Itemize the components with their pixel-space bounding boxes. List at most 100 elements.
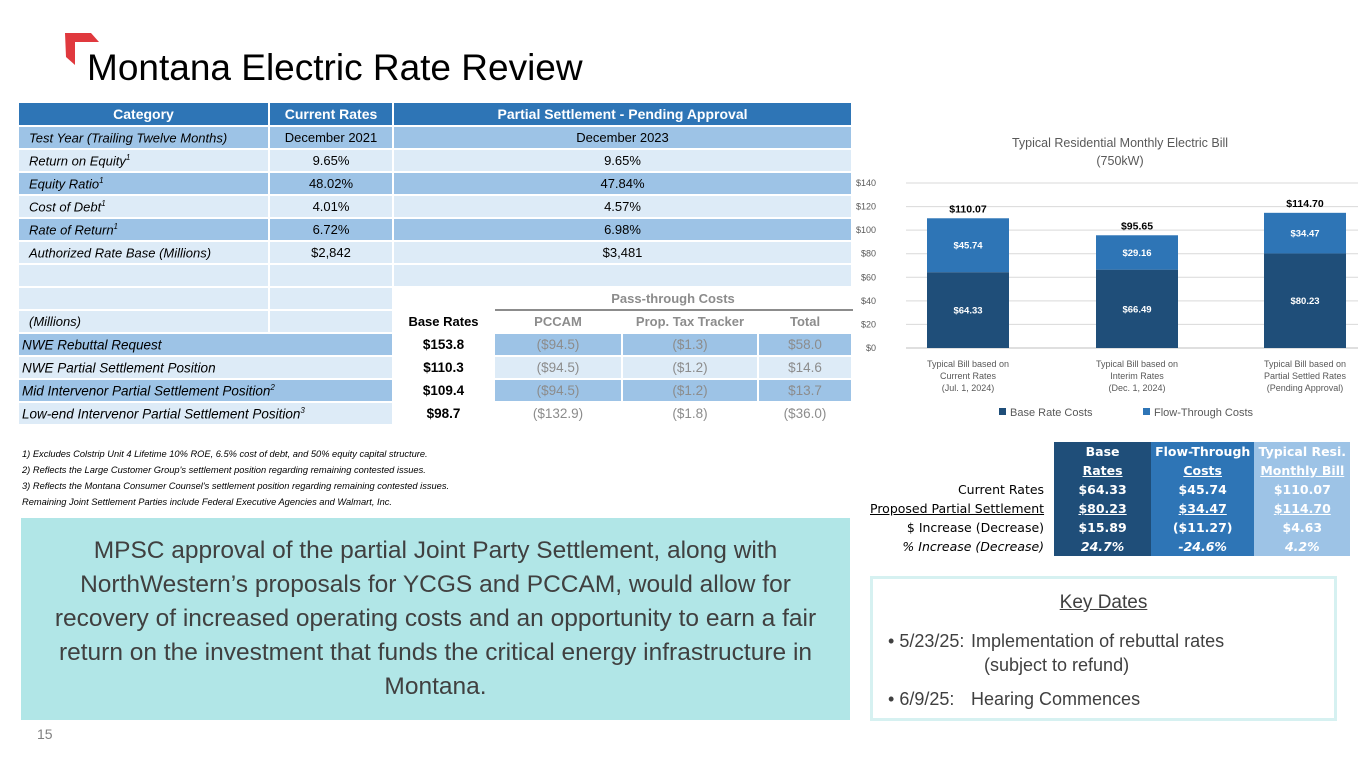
footnote-4: Remaining Joint Settlement Parties inclu… bbox=[22, 497, 392, 507]
bar-data-label: $80.23 bbox=[1290, 296, 1319, 307]
key-date-text: Implementation of rebuttal rates bbox=[971, 631, 1225, 651]
bill-value: $34.47 bbox=[1151, 499, 1255, 518]
col-total: Total bbox=[756, 309, 854, 334]
position-label: Mid Intervenor Partial Settlement Positi… bbox=[17, 378, 394, 403]
footnote-3: 3) Reflects the Montana Consumer Counsel… bbox=[22, 481, 450, 491]
key-dates-box: Key Dates • 5/23/25: Implementation of re… bbox=[870, 576, 1337, 721]
bill-value: $80.23 bbox=[1054, 499, 1152, 518]
y-tick-label: $120 bbox=[856, 202, 876, 212]
table-row: Current Rates $64.33 $45.74 $110.07 bbox=[866, 480, 1351, 499]
x-tick-label: Partial Settled Rates bbox=[1264, 371, 1347, 381]
table-row: Cost of Debt1 4.01% 4.57% bbox=[17, 194, 854, 219]
settlement-value: $3,481 bbox=[391, 240, 854, 265]
bill-value: $15.89 bbox=[1054, 518, 1152, 537]
x-tick-label: Interim Rates bbox=[1110, 371, 1164, 381]
column-header-row: (Millions) Base Rates PCCAM Prop. Tax Tr… bbox=[17, 309, 854, 334]
bill-row-label: Proposed Partial Settlement bbox=[870, 501, 1045, 516]
key-date-item: • 6/9/25: Hearing Commences bbox=[888, 689, 1141, 709]
y-tick-label: $0 bbox=[866, 343, 876, 353]
prop-tax-value: ($1.3) bbox=[621, 332, 759, 357]
table-row: Low-end Intervenor Partial Settlement Po… bbox=[17, 401, 854, 426]
header-partial-settlement: Partial Settlement - Pending Approval bbox=[391, 101, 854, 127]
current-value: 48.02% bbox=[268, 171, 394, 196]
pccam-value: ($132.9) bbox=[493, 401, 623, 426]
settlement-value: 9.65% bbox=[391, 148, 854, 173]
callout-box: MPSC approval of the partial Joint Party… bbox=[21, 518, 850, 720]
table-row: $ Increase (Decrease) $15.89 ($11.27) $4… bbox=[866, 518, 1351, 537]
x-tick-label: Typical Bill based on bbox=[1096, 359, 1178, 369]
bill-header-flow-2: Costs bbox=[1183, 463, 1222, 478]
page-title: Montana Electric Rate Review bbox=[87, 47, 583, 88]
current-value: 4.01% bbox=[268, 194, 394, 219]
row-label: Cost of Debt1 bbox=[17, 194, 270, 219]
bar-total-label: $110.07 bbox=[949, 203, 987, 215]
base-value: $153.8 bbox=[392, 332, 495, 357]
position-label: NWE Partial Settlement Position bbox=[17, 355, 394, 380]
bar-data-label: $64.33 bbox=[953, 306, 982, 317]
footnote-1: 1) Excludes Colstrip Unit 4 Lifetime 10%… bbox=[22, 449, 428, 459]
rate-review-table: Category Current Rates Partial Settlemen… bbox=[17, 101, 854, 426]
base-value: $109.4 bbox=[392, 378, 495, 403]
bill-value: 4.2% bbox=[1254, 537, 1351, 556]
y-tick-label: $20 bbox=[861, 319, 876, 329]
settlement-value: December 2023 bbox=[391, 125, 854, 150]
pass-through-label: Pass-through Costs bbox=[492, 286, 854, 311]
pccam-value: ($94.5) bbox=[493, 332, 623, 357]
x-tick-label: (Dec. 1, 2024) bbox=[1108, 383, 1165, 393]
bill-value: 24.7% bbox=[1054, 537, 1152, 556]
table-row: Return on Equity1 9.65% 9.65% bbox=[17, 148, 854, 173]
current-value: December 2021 bbox=[268, 125, 394, 150]
total-value: ($36.0) bbox=[756, 401, 854, 426]
key-dates-title: Key Dates bbox=[1059, 592, 1148, 613]
legend-flow-through-costs: Flow-Through Costs bbox=[1154, 407, 1254, 419]
pass-through-header-row: Pass-through Costs bbox=[17, 286, 854, 311]
bill-header-row-1: Base Flow-Through Typical Resi. bbox=[866, 442, 1351, 461]
prop-tax-value: ($1.8) bbox=[621, 401, 759, 426]
col-prop-tax: Prop. Tax Tracker bbox=[621, 309, 759, 334]
row-label: Return on Equity1 bbox=[17, 148, 270, 173]
bill-header-base: Base bbox=[1054, 442, 1152, 461]
legend-base-rate-costs: Base Rate Costs bbox=[1010, 407, 1093, 419]
bill-chart: Typical Residential Monthly Electric Bil… bbox=[856, 136, 1358, 419]
row-label: Test Year (Trailing Twelve Months) bbox=[17, 125, 270, 150]
bar-data-label: $45.74 bbox=[953, 241, 983, 252]
row-label: Authorized Rate Base (Millions) bbox=[17, 240, 270, 265]
bill-value: -24.6% bbox=[1151, 537, 1255, 556]
bill-row-label: $ Increase (Decrease) bbox=[906, 520, 1045, 535]
prop-tax-value: ($1.2) bbox=[621, 355, 759, 380]
bill-row-label: % Increase (Decrease) bbox=[902, 539, 1045, 554]
table-row: Test Year (Trailing Twelve Months) Decem… bbox=[17, 125, 854, 150]
legend-swatch-base bbox=[999, 408, 1006, 415]
x-tick-label: Typical Bill based on bbox=[927, 359, 1009, 369]
table-header-row: Category Current Rates Partial Settlemen… bbox=[17, 101, 854, 127]
key-date-text: Hearing Commences bbox=[971, 689, 1141, 709]
bill-header-typical: Typical Resi. bbox=[1254, 442, 1351, 461]
bill-header-typical-2: Monthly Bill bbox=[1260, 463, 1345, 478]
x-tick-label: (Jul. 1, 2024) bbox=[942, 383, 995, 393]
y-tick-label: $80 bbox=[861, 249, 876, 259]
bill-value: $45.74 bbox=[1151, 480, 1255, 499]
legend-swatch-flow bbox=[1143, 408, 1150, 415]
header-category: Category bbox=[17, 101, 270, 127]
bill-value: $4.63 bbox=[1254, 518, 1351, 537]
settlement-value: 4.57% bbox=[391, 194, 854, 219]
bar-segment bbox=[1264, 212, 1346, 254]
bill-comparison-table: Base Flow-Through Typical Resi. Rates Co… bbox=[866, 442, 1351, 556]
base-value: $98.7 bbox=[392, 401, 495, 426]
table-row: % Increase (Decrease) 24.7% -24.6% 4.2% bbox=[866, 537, 1351, 556]
chart-title: Typical Residential Monthly Electric Bil… bbox=[1012, 136, 1228, 150]
col-pccam: PCCAM bbox=[493, 309, 623, 334]
y-tick-label: $40 bbox=[861, 296, 876, 306]
bill-value: $110.07 bbox=[1254, 480, 1351, 499]
bill-header-flow: Flow-Through bbox=[1151, 442, 1255, 461]
table-row: Rate of Return1 6.72% 6.98% bbox=[17, 217, 854, 242]
bar-segment bbox=[1264, 253, 1346, 348]
bill-value: $64.33 bbox=[1054, 480, 1152, 499]
table-row: Mid Intervenor Partial Settlement Positi… bbox=[17, 378, 854, 403]
total-value: $58.0 bbox=[756, 332, 854, 357]
pccam-value: ($94.5) bbox=[493, 378, 623, 403]
bill-header-row-2: Rates Costs Monthly Bill bbox=[866, 461, 1351, 480]
y-tick-label: $140 bbox=[856, 178, 876, 188]
bill-value: $114.70 bbox=[1254, 499, 1351, 518]
key-date-date: 6/9/25: bbox=[899, 689, 955, 709]
